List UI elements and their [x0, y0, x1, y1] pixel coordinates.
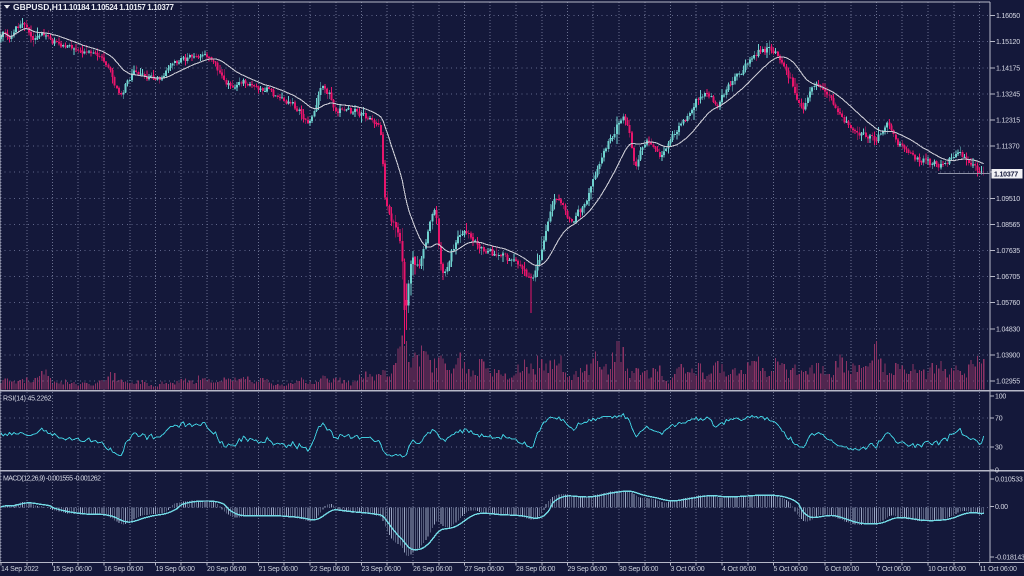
svg-text:1.05760: 1.05760	[996, 300, 1020, 307]
svg-text:1.10377: 1.10377	[994, 172, 1018, 179]
svg-text:1.16050: 1.16050	[996, 13, 1020, 20]
svg-text:GBPUSD,H1: GBPUSD,H1	[13, 2, 63, 12]
svg-text:6 Oct 06:00: 6 Oct 06:00	[825, 566, 859, 573]
svg-text:1.14175: 1.14175	[996, 65, 1020, 72]
svg-text:0.010533: 0.010533	[995, 476, 1023, 483]
svg-text:29 Sep 06:00: 29 Sep 06:00	[568, 566, 608, 573]
svg-text:0.00: 0.00	[995, 504, 1008, 511]
svg-text:1.02955: 1.02955	[996, 379, 1020, 386]
svg-text:1.13245: 1.13245	[996, 91, 1020, 98]
svg-text:1.10184 1.10524 1.10157 1.1037: 1.10184 1.10524 1.10157 1.10377	[63, 3, 174, 12]
svg-text:1.09510: 1.09510	[996, 196, 1020, 203]
svg-text:3 Oct 06:00: 3 Oct 06:00	[671, 566, 705, 573]
svg-text:7 Oct 06:00: 7 Oct 06:00	[877, 566, 911, 573]
svg-text:1.12315: 1.12315	[996, 118, 1020, 125]
svg-text:RSI(14) 45.2262: RSI(14) 45.2262	[3, 396, 52, 403]
svg-text:1.15120: 1.15120	[996, 39, 1020, 46]
svg-text:1.03900: 1.03900	[996, 352, 1020, 359]
svg-text:MACD(12,26,9) -0.001555 -0.001: MACD(12,26,9) -0.001555 -0.001262	[3, 476, 101, 483]
svg-text:26 Sep 06:00: 26 Sep 06:00	[413, 566, 453, 573]
svg-text:-0.018143: -0.018143	[995, 554, 1024, 561]
svg-text:1.08565: 1.08565	[996, 222, 1020, 229]
svg-text:22 Sep 06:00: 22 Sep 06:00	[310, 566, 350, 573]
svg-text:30 Sep 06:00: 30 Sep 06:00	[619, 566, 659, 573]
svg-text:14 Sep 2022: 14 Sep 2022	[1, 566, 39, 573]
svg-text:1.04830: 1.04830	[996, 326, 1020, 333]
svg-text:0: 0	[995, 467, 999, 474]
svg-text:19 Sep 06:00: 19 Sep 06:00	[156, 566, 196, 573]
svg-text:1.07635: 1.07635	[996, 248, 1020, 255]
svg-text:11 Oct 06:00: 11 Oct 06:00	[980, 566, 1017, 573]
svg-text:30: 30	[995, 445, 1003, 452]
svg-text:21 Sep 06:00: 21 Sep 06:00	[259, 566, 299, 573]
svg-text:15 Sep 06:00: 15 Sep 06:00	[53, 566, 93, 573]
svg-text:20 Sep 06:00: 20 Sep 06:00	[207, 566, 247, 573]
svg-text:4 Oct 06:00: 4 Oct 06:00	[722, 566, 756, 573]
svg-text:23 Sep 06:00: 23 Sep 06:00	[362, 566, 402, 573]
svg-text:28 Sep 06:00: 28 Sep 06:00	[516, 566, 556, 573]
svg-text:10 Oct 06:00: 10 Oct 06:00	[928, 566, 966, 573]
svg-text:1.11370: 1.11370	[996, 144, 1020, 151]
svg-text:5 Oct 06:00: 5 Oct 06:00	[774, 566, 808, 573]
svg-text:1.06705: 1.06705	[996, 274, 1020, 281]
svg-text:27 Sep 06:00: 27 Sep 06:00	[465, 566, 505, 573]
svg-text:16 Sep 06:00: 16 Sep 06:00	[104, 566, 144, 573]
svg-text:70: 70	[995, 415, 1003, 422]
svg-text:100: 100	[995, 393, 1006, 400]
